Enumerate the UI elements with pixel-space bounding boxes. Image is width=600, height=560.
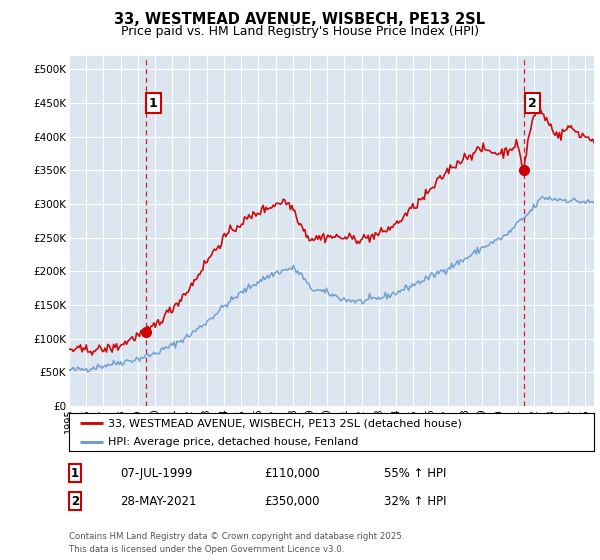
Text: Contains HM Land Registry data © Crown copyright and database right 2025.
This d: Contains HM Land Registry data © Crown c… <box>69 533 404 554</box>
Text: 28-MAY-2021: 28-MAY-2021 <box>120 494 197 508</box>
Text: 1: 1 <box>149 97 158 110</box>
Text: 32% ↑ HPI: 32% ↑ HPI <box>384 494 446 508</box>
Text: 1: 1 <box>71 466 79 480</box>
Text: 55% ↑ HPI: 55% ↑ HPI <box>384 466 446 480</box>
Text: £110,000: £110,000 <box>264 466 320 480</box>
Text: Price paid vs. HM Land Registry's House Price Index (HPI): Price paid vs. HM Land Registry's House … <box>121 25 479 38</box>
Text: HPI: Average price, detached house, Fenland: HPI: Average price, detached house, Fenl… <box>109 437 359 447</box>
Text: 33, WESTMEAD AVENUE, WISBECH, PE13 2SL: 33, WESTMEAD AVENUE, WISBECH, PE13 2SL <box>115 12 485 27</box>
Text: 2: 2 <box>71 494 79 508</box>
Text: 33, WESTMEAD AVENUE, WISBECH, PE13 2SL (detached house): 33, WESTMEAD AVENUE, WISBECH, PE13 2SL (… <box>109 418 462 428</box>
Text: £350,000: £350,000 <box>264 494 320 508</box>
Text: 2: 2 <box>528 97 536 110</box>
Text: 07-JUL-1999: 07-JUL-1999 <box>120 466 193 480</box>
